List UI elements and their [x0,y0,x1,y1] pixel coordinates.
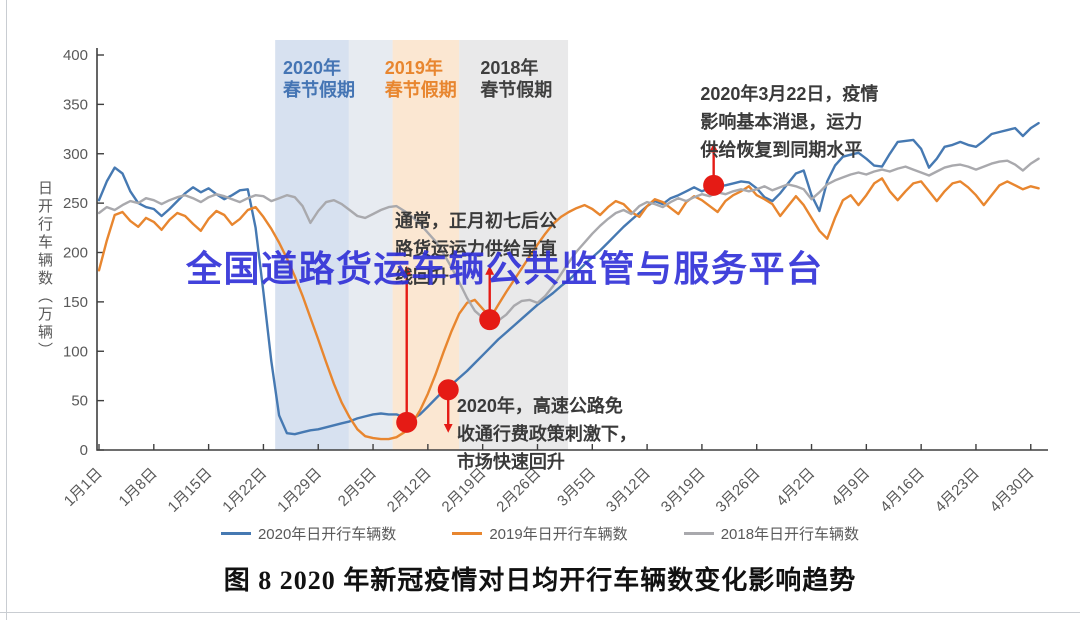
marker-dot [396,411,418,433]
x-tick-label: 1月8日 [116,465,161,510]
x-tick-label: 4月16日 [877,465,928,515]
marker-dot [479,309,501,331]
legend-label: 2020年日开行车辆数 [257,526,397,543]
y-tick-label: 0 [80,442,88,459]
y-axis-title: 日开行车辆数（万辆） [36,180,53,360]
y-tick-label: 200 [63,245,88,262]
holiday-band-2020-ext [348,40,393,450]
legend-label: 2018年日开行车辆数 [720,526,860,543]
x-tick-label: 3月5日 [554,465,599,510]
marker-dot [703,174,725,196]
page-left-border [6,0,7,620]
legend-line-swatch [220,532,251,535]
x-tick-label: 2月12日 [384,465,435,515]
x-tick-label: 4月2日 [773,465,818,510]
x-tick-label: 1月15日 [165,465,216,515]
legend-item: 2020年日开行车辆数 [220,523,397,544]
x-tick-label: 4月23日 [932,465,983,515]
figure-caption: 图 8 2020 年新冠疫情对日均开行车辆数变化影响趋势 [223,566,857,595]
x-tick-label: 3月26日 [713,465,764,515]
y-tick-label: 350 [63,96,88,113]
watermark: 全国道路货运车辆公共监管与服务平台 [186,248,824,289]
page-bottom-border [0,612,1080,613]
legend-item: 2018年日开行车辆数 [683,523,860,544]
series-line-2020年 [97,121,1040,436]
x-tick-label: 3月19日 [658,465,709,515]
legend-line-swatch [683,532,714,535]
y-tick-label: 100 [63,343,88,360]
legend-item: 2019年日开行车辆数 [452,523,628,544]
series-line-2019年 [97,177,1040,441]
y-tick-label: 400 [63,47,88,64]
x-tick-label: 1月22日 [219,465,270,515]
legend: 2020年日开行车辆数 2019年日开行车辆数 2018年日开行车辆数 [0,523,1080,544]
x-tick-label: 2月5日 [335,465,380,510]
y-tick-label: 300 [63,146,88,163]
holiday-band-2020 [275,40,349,450]
x-tick-label: 4月9日 [828,465,873,510]
x-tick-label: 3月12日 [603,465,654,515]
legend-line-swatch [452,532,483,535]
x-tick-label: 1月1日 [61,465,106,510]
marker-dot [437,379,459,401]
holiday-band-2018 [459,40,569,450]
legend-label: 2019年日开行车辆数 [489,526,628,543]
y-tick-label: 150 [63,294,88,311]
x-tick-label: 2月26日 [493,465,544,515]
x-tick-label: 1月29日 [274,465,325,515]
x-tick-label: 4月30日 [987,465,1038,515]
y-tick-label: 250 [63,195,88,212]
y-tick-label: 50 [71,393,88,410]
series-line-2018年 [97,157,1040,323]
x-tick-label: 2月19日 [439,465,490,515]
